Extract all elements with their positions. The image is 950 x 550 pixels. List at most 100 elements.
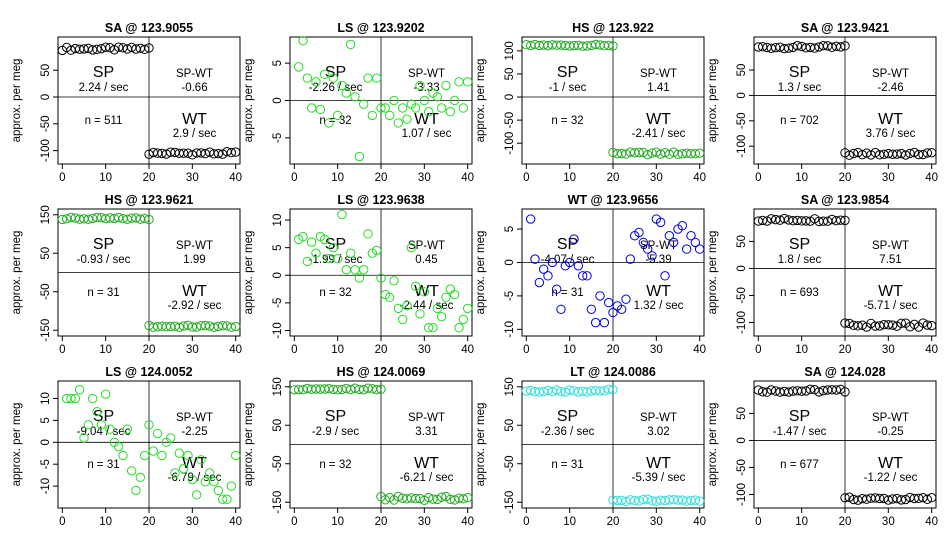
- data-point: [436, 103, 447, 113]
- x-tick-label: 40: [925, 344, 938, 356]
- quadrant-label-sp: SP: [93, 64, 114, 81]
- data-point: [354, 151, 365, 162]
- sp-wt-diff: 1.99: [183, 254, 205, 266]
- y-tick-label: -100: [504, 132, 516, 155]
- chart-panel: LT @ 124.0086 0 10 20 30 40 -150 -50 50 150 approx…: [475, 365, 706, 528]
- quadrant-label-wt: WT: [414, 111, 439, 128]
- y-tick-label: 0: [504, 94, 516, 100]
- data-point: [306, 103, 317, 113]
- y-axis-label: approx. per meg: [11, 59, 23, 143]
- quadrant-label-wt: WT: [646, 455, 671, 472]
- data-point: [844, 318, 855, 329]
- data-point: [840, 41, 850, 51]
- data-point: [694, 244, 705, 254]
- y-tick-label: 0: [736, 92, 748, 98]
- quadrant-label-sp-wt: SP-WT: [176, 412, 213, 424]
- data-point: [454, 77, 464, 87]
- chart-panel: WT @ 123.9656 0 10 20 30 40 -10 -5 0 5 approx. per…: [475, 193, 706, 356]
- data-point: [371, 73, 382, 83]
- data-point: [213, 485, 224, 496]
- data-point: [556, 386, 566, 397]
- data-point: [551, 284, 562, 294]
- data-point: [642, 244, 653, 254]
- data-point: [926, 493, 937, 503]
- y-axis-label: approx. per meg: [11, 403, 23, 487]
- data-point: [384, 292, 395, 303]
- data-point: [805, 384, 816, 395]
- data-point: [664, 231, 675, 241]
- y-tick-label: -150: [40, 319, 52, 342]
- data-point: [538, 264, 549, 274]
- x-tick-label: 10: [563, 344, 576, 356]
- data-point: [217, 494, 228, 504]
- data-point: [196, 455, 206, 465]
- x-tick-label: 10: [563, 516, 576, 528]
- data-point: [363, 383, 373, 393]
- data-point: [690, 237, 701, 248]
- data-point: [840, 318, 850, 328]
- data-point: [814, 387, 824, 397]
- x-tick-label: 40: [461, 344, 474, 356]
- data-point: [345, 248, 356, 258]
- data-point: [525, 385, 536, 396]
- sp-rate: -2.36 / sec: [541, 426, 595, 438]
- data-point: [634, 496, 644, 506]
- data-point: [913, 149, 924, 160]
- data-point: [840, 387, 850, 397]
- data-point: [551, 385, 562, 395]
- sample-count: n = 31: [551, 287, 583, 299]
- data-point: [415, 80, 425, 91]
- data-point: [376, 103, 386, 113]
- sample-count: n = 32: [319, 459, 351, 471]
- data-point: [302, 73, 313, 83]
- sample-count: n = 31: [87, 459, 119, 471]
- y-tick-label: 50: [40, 247, 52, 260]
- y-tick-label: -50: [40, 115, 52, 132]
- data-point: [302, 256, 313, 267]
- data-point: [564, 257, 575, 268]
- data-point: [556, 304, 566, 314]
- x-tick-label: 20: [143, 516, 156, 528]
- data-point: [757, 387, 768, 397]
- wt-rate: -2.44 / sec: [400, 300, 454, 312]
- data-point: [458, 494, 469, 504]
- quadrant-label-sp: SP: [325, 64, 346, 81]
- data-point: [677, 221, 688, 231]
- quadrant-label-sp-wt: SP-WT: [408, 240, 445, 252]
- data-point: [779, 213, 790, 224]
- x-tick-label: 40: [229, 344, 242, 356]
- y-tick-label: 0: [504, 259, 516, 265]
- data-point: [226, 481, 237, 491]
- x-tick-label: 10: [331, 172, 344, 184]
- data-point: [92, 406, 102, 417]
- data-point: [358, 265, 369, 275]
- y-tick-label: 100: [504, 41, 516, 60]
- x-tick-label: 20: [143, 344, 156, 356]
- y-tick-label: -100: [40, 139, 52, 162]
- wt-rate: -6.79 / sec: [168, 472, 222, 484]
- data-point: [315, 104, 326, 115]
- data-point: [131, 485, 141, 496]
- x-tick-label: 0: [755, 172, 761, 184]
- data-point: [642, 149, 653, 160]
- data-point: [835, 42, 846, 52]
- x-tick-label: 0: [291, 344, 297, 356]
- data-point: [135, 472, 146, 483]
- chart-panel: LS @ 123.9202 0 10 20 30 40 -5 0 5 approx. per me…: [243, 21, 474, 184]
- data-point: [100, 389, 111, 399]
- x-tick-label: 30: [650, 172, 663, 184]
- data-point: [896, 318, 907, 328]
- y-tick-label: 50: [40, 64, 52, 77]
- data-point: [449, 289, 460, 300]
- data-point: [367, 110, 378, 121]
- sp-rate: 1.3 / sec: [778, 82, 822, 94]
- sp-rate: -0.93 / sec: [77, 254, 131, 266]
- x-tick-label: 20: [607, 516, 620, 528]
- data-point: [918, 318, 928, 328]
- chart-title: HS @ 123.922: [572, 21, 654, 35]
- quadrant-label-sp: SP: [789, 236, 810, 253]
- data-point: [66, 212, 76, 223]
- data-point: [918, 149, 928, 160]
- data-point: [668, 237, 679, 248]
- data-point: [187, 474, 198, 485]
